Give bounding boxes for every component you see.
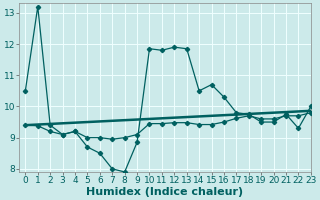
X-axis label: Humidex (Indice chaleur): Humidex (Indice chaleur): [86, 187, 244, 197]
